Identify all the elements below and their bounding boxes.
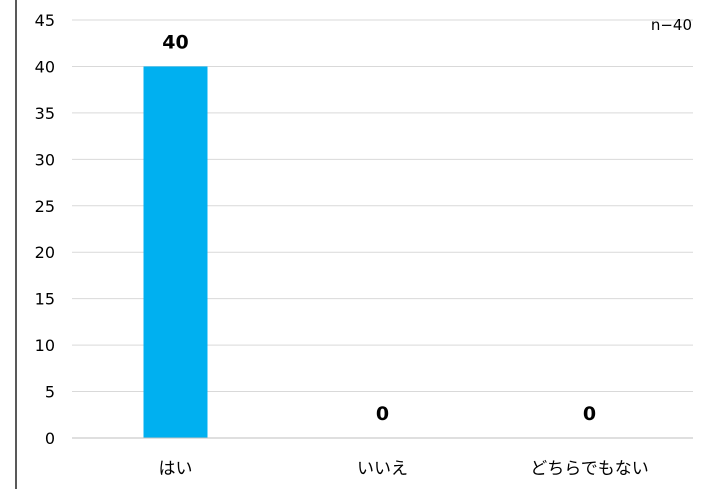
x-axis-category-labels: はい いいえ どちらでもない: [159, 459, 649, 479]
bar: [143, 66, 208, 438]
bars: [143, 66, 208, 438]
data-label: 0: [583, 403, 596, 425]
sample-size-annotation: n−40: [651, 16, 692, 34]
x-category-label: いいえ: [357, 459, 408, 479]
y-tick-label: 45: [35, 11, 55, 30]
x-category-label: はい: [159, 459, 193, 479]
x-category-label: どちらでもない: [530, 459, 649, 479]
y-tick-label: 30: [35, 150, 55, 169]
y-tick-label: 35: [35, 104, 55, 123]
y-tick-label: 20: [35, 243, 55, 262]
y-tick-label: 5: [45, 383, 55, 402]
y-tick-label: 40: [35, 57, 55, 76]
y-tick-label: 10: [35, 336, 55, 355]
y-axis-tick-labels: 0 5 10 15 20 25 30 35 40 45: [35, 11, 55, 448]
y-tick-label: 0: [45, 429, 55, 448]
data-label: 40: [162, 31, 188, 53]
y-tick-label: 25: [35, 197, 55, 216]
data-labels: 40 0 0: [162, 31, 596, 425]
data-label: 0: [376, 403, 389, 425]
y-tick-label: 15: [35, 290, 55, 309]
